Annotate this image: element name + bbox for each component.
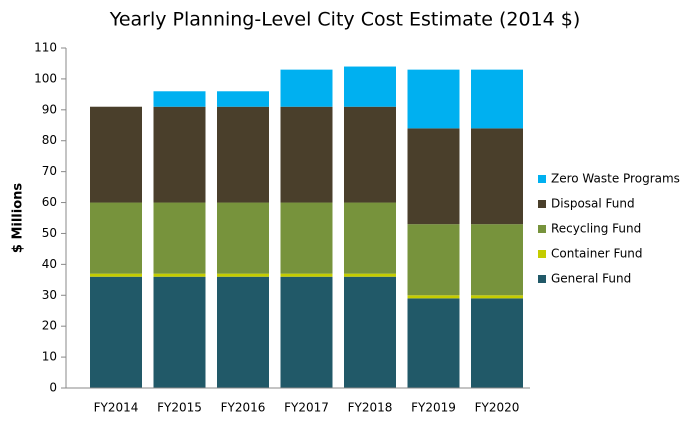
bar-segment [280,276,333,388]
legend-label: Zero Waste Programs [551,172,680,186]
bar-segment [217,202,269,274]
bar-segment [471,224,523,296]
y-axis-label: $ Millions [11,183,26,254]
bar-segment [280,106,333,203]
bar-segment [90,276,142,388]
bar-segment [344,273,396,277]
legend-label: Recycling Fund [551,222,641,236]
x-tick-label: FY2014 [94,401,139,415]
bar-segment [153,202,206,274]
x-tick-label: FY2015 [157,401,202,415]
x-tick-label: FY2018 [348,401,393,415]
legend-label: General Fund [551,272,631,286]
bar-segment [90,202,142,274]
bar-segment [344,66,396,107]
bar-segment [471,128,523,225]
x-tick-label: FY2017 [284,401,329,415]
y-tick-label: 80 [42,133,57,147]
y-tick-label: 70 [42,164,57,178]
bar-segment [153,106,206,203]
y-tick-label: 0 [49,381,57,395]
bar-segment [344,276,396,388]
legend-swatch [538,250,546,258]
bar-segment [153,276,206,388]
y-tick-label: 90 [42,102,57,116]
y-tick-label: 30 [42,288,57,302]
bar-segment [471,298,523,388]
bar-segment [471,69,523,129]
bar-segment [217,106,269,203]
bar-segment [407,298,460,388]
bar-segment [217,91,269,107]
bar-segment [344,106,396,203]
bar-segment [280,69,333,107]
bar-segment [407,69,460,129]
bar-segment [280,202,333,274]
y-tick-label: 110 [34,41,57,55]
bar-segment [217,276,269,388]
legend-swatch [538,175,546,183]
legend-label: Disposal Fund [551,197,635,211]
bar-segment [153,91,206,107]
y-tick-label: 50 [42,226,57,240]
y-tick-label: 100 [34,71,57,85]
chart-title: Yearly Planning-Level City Cost Estimate… [109,9,581,31]
y-tick-label: 60 [42,195,57,209]
y-tick-label: 20 [42,319,57,333]
bar-segment [90,273,142,277]
y-tick-label: 10 [42,350,57,364]
bar-segment [344,202,396,274]
bar-segment [407,295,460,299]
bar-segment [217,273,269,277]
y-tick-label: 40 [42,257,57,271]
legend-swatch [538,225,546,233]
bar-segment [407,224,460,296]
x-tick-label: FY2020 [475,401,520,415]
x-tick-label: FY2019 [411,401,456,415]
bar-segment [153,273,206,277]
bar-segment [407,128,460,225]
bar-segment [90,106,142,203]
legend-swatch [538,200,546,208]
legend-swatch [538,275,546,283]
x-tick-label: FY2016 [221,401,266,415]
legend-label: Container Fund [551,247,643,261]
bar-segment [471,295,523,299]
bar-segment [280,273,333,277]
